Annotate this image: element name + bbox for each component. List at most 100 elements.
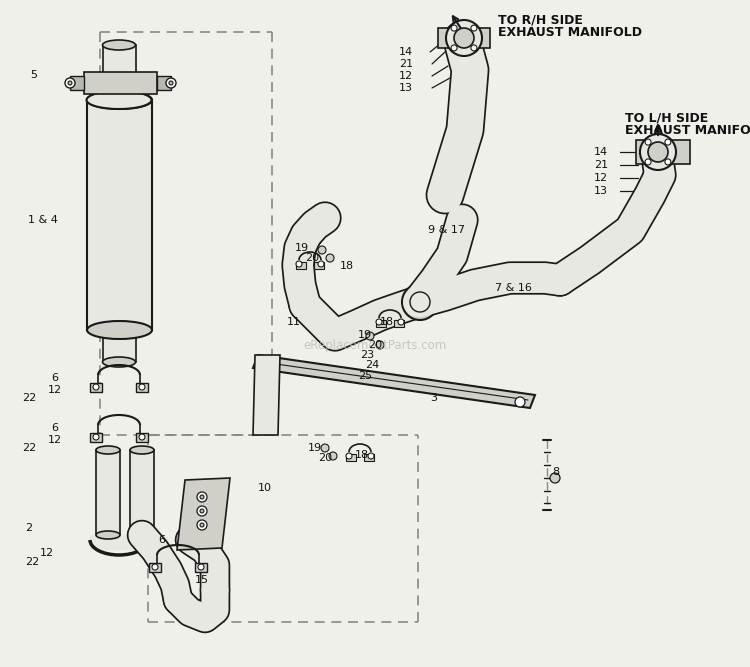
Text: 9 & 17: 9 & 17 [428,225,465,235]
Circle shape [197,520,207,530]
Circle shape [197,492,207,502]
Circle shape [402,284,438,320]
Bar [90,383,102,392]
Circle shape [366,332,374,340]
Circle shape [139,434,145,440]
Circle shape [200,495,204,499]
Circle shape [152,564,158,570]
Text: 7 & 16: 7 & 16 [495,283,532,293]
Text: 3: 3 [430,393,437,403]
Circle shape [200,509,204,513]
Ellipse shape [130,446,154,454]
Text: 8: 8 [552,467,559,477]
Text: 13: 13 [399,83,413,93]
Text: 22: 22 [22,443,36,453]
Ellipse shape [96,446,120,454]
Circle shape [198,564,204,570]
Ellipse shape [130,531,154,539]
Bar [314,262,324,269]
Circle shape [471,25,477,31]
Circle shape [329,452,337,460]
Circle shape [451,25,457,31]
Circle shape [410,292,430,312]
Ellipse shape [640,134,676,170]
Polygon shape [177,478,230,550]
Text: 15: 15 [195,575,209,585]
Circle shape [665,159,671,165]
Circle shape [326,254,334,262]
Text: 22: 22 [22,393,36,403]
Ellipse shape [96,531,120,539]
Ellipse shape [86,91,152,109]
Polygon shape [253,355,280,435]
Bar [130,450,154,535]
Text: 20: 20 [318,453,332,463]
Text: 13: 13 [594,186,608,196]
Circle shape [166,78,176,88]
Bar [87,100,152,330]
Bar [195,563,207,572]
Circle shape [515,397,525,407]
Circle shape [68,81,72,85]
Bar [149,563,161,572]
Text: 23: 23 [360,350,374,360]
Circle shape [471,45,477,51]
Ellipse shape [103,40,136,50]
Circle shape [645,139,651,145]
Text: EXHAUST MANIFOLD: EXHAUST MANIFOLD [625,125,750,137]
Text: TO R/H SIDE: TO R/H SIDE [498,13,583,27]
Circle shape [169,81,173,85]
Circle shape [139,384,145,390]
Polygon shape [253,355,535,408]
Text: 20: 20 [305,253,320,263]
Bar [96,450,120,535]
Circle shape [65,78,75,88]
Circle shape [346,453,352,459]
Ellipse shape [446,20,482,56]
Text: TO L/H SIDE: TO L/H SIDE [625,111,708,125]
Text: 12: 12 [594,173,608,183]
Text: 6: 6 [158,535,165,545]
Polygon shape [636,140,690,164]
Text: 1 & 4: 1 & 4 [28,215,58,225]
Bar [90,535,148,550]
Circle shape [451,45,457,51]
Bar [84,72,157,94]
Text: 18: 18 [340,261,354,271]
Circle shape [376,319,382,325]
Text: 18: 18 [380,317,394,327]
Circle shape [318,261,324,267]
Bar [103,330,136,362]
Text: 21: 21 [594,160,608,170]
Polygon shape [157,76,171,90]
Text: 10: 10 [258,483,272,493]
Text: 12: 12 [48,435,62,445]
Circle shape [321,444,329,452]
Text: EXHAUST MANIFOLD: EXHAUST MANIFOLD [498,27,642,39]
Text: 19: 19 [295,243,309,253]
Bar [136,383,148,392]
Circle shape [93,434,99,440]
Circle shape [318,246,326,254]
Ellipse shape [87,91,152,109]
Text: 11: 11 [287,317,301,327]
Text: 14: 14 [399,47,413,57]
Text: 24: 24 [365,360,380,370]
Text: 21: 21 [399,59,413,69]
Text: 22: 22 [25,557,39,567]
Bar [136,433,148,442]
Circle shape [645,159,651,165]
Circle shape [368,453,374,459]
Circle shape [197,506,207,516]
Ellipse shape [87,321,152,339]
Text: eReplacementParts.com: eReplacementParts.com [303,338,447,352]
Text: 19: 19 [358,330,372,340]
Text: 18: 18 [355,450,369,460]
Text: 20: 20 [368,340,382,350]
Circle shape [376,341,384,349]
Bar [296,262,306,269]
Text: 6: 6 [51,373,58,383]
Ellipse shape [103,357,136,367]
Ellipse shape [454,28,474,48]
Circle shape [550,473,560,483]
